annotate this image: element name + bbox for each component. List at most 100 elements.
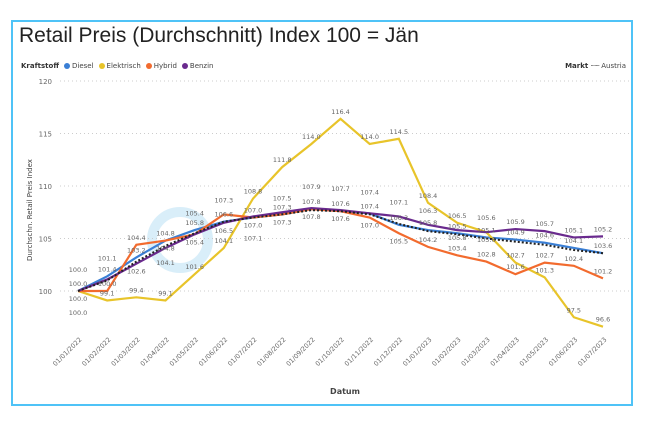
data-label: 101.3 bbox=[535, 266, 554, 274]
x-tick-label: 01/08/2022 bbox=[255, 336, 287, 368]
data-label: 105.8 bbox=[448, 234, 467, 242]
data-label: 108.8 bbox=[244, 188, 263, 196]
y-axis-title: Durchschn. Retail Preis Index bbox=[26, 159, 34, 261]
watermark-logo bbox=[147, 207, 213, 273]
data-label: 105.7 bbox=[535, 220, 554, 228]
data-label: 101.4 bbox=[98, 265, 117, 273]
diesel-dot-icon bbox=[63, 63, 70, 69]
data-label: 100.0 bbox=[69, 266, 88, 274]
data-label: 103.4 bbox=[448, 244, 467, 252]
data-label: 114.0 bbox=[360, 133, 379, 141]
data-label: 105.5 bbox=[390, 237, 409, 245]
data-label: 107.9 bbox=[302, 183, 321, 191]
y-tick-label: 100 bbox=[39, 288, 52, 296]
x-tick-label: 01/03/2023 bbox=[460, 336, 492, 368]
hybrid-dot-icon bbox=[145, 63, 152, 69]
data-label: 105.1 bbox=[565, 226, 584, 234]
data-label: 107.0 bbox=[244, 222, 263, 230]
data-label: 105.8 bbox=[185, 219, 204, 227]
data-label: 100.0 bbox=[69, 309, 88, 317]
data-label: 100.0 bbox=[98, 280, 117, 288]
series-line-elektrisch bbox=[77, 117, 604, 328]
data-label: 105.5 bbox=[448, 222, 467, 230]
data-label: 111.8 bbox=[273, 156, 292, 164]
x-tick-label: 01/10/2022 bbox=[314, 336, 346, 368]
data-label: 102.7 bbox=[535, 252, 554, 260]
data-label: 114.5 bbox=[390, 128, 409, 136]
data-label: 107.1 bbox=[244, 234, 263, 242]
data-label: 102.8 bbox=[477, 251, 496, 259]
x-tick-label: 01/09/2022 bbox=[285, 336, 317, 368]
data-label: 101.6 bbox=[185, 263, 204, 271]
data-label: 105.1 bbox=[477, 226, 496, 234]
x-tick-label: 01/07/2022 bbox=[226, 336, 258, 368]
data-label: 107.7 bbox=[331, 185, 350, 193]
data-label: 107.5 bbox=[273, 194, 292, 202]
data-label: 116.4 bbox=[331, 108, 350, 116]
x-tick-label: 01/02/2023 bbox=[430, 336, 462, 368]
y-tick-label: 105 bbox=[39, 236, 52, 244]
data-label: 105.4 bbox=[185, 209, 204, 217]
data-label: 99.4 bbox=[129, 286, 143, 294]
x-tick-label: 01/06/2023 bbox=[547, 336, 579, 368]
x-tick-label: 01/01/2022 bbox=[51, 336, 83, 368]
data-label: 99.1 bbox=[158, 289, 172, 297]
dotted-line-icon: ······· bbox=[590, 62, 600, 70]
legend-item-elektrisch[interactable]: Elektrisch bbox=[98, 62, 141, 70]
x-tick-label: 01/06/2022 bbox=[197, 336, 229, 368]
data-label: 97.5 bbox=[567, 306, 581, 314]
data-label: 105.9 bbox=[506, 218, 525, 226]
legend-item-diesel[interactable]: Diesel bbox=[63, 62, 94, 70]
legend-item-benzin[interactable]: Benzin bbox=[181, 62, 214, 70]
data-label: 104.9 bbox=[506, 229, 525, 237]
data-label: 105.6 bbox=[477, 236, 496, 244]
data-label: 106.5 bbox=[215, 227, 234, 235]
data-label: 104.1 bbox=[215, 237, 234, 245]
data-label: 108.4 bbox=[419, 192, 438, 200]
data-label: 102.6 bbox=[127, 268, 146, 276]
benzin-dot-icon bbox=[181, 63, 188, 69]
y-tick-label: 110 bbox=[39, 183, 52, 191]
data-label: 100.0 bbox=[69, 295, 88, 303]
x-tick-label: 01/04/2022 bbox=[139, 336, 171, 368]
data-label: 107.0 bbox=[360, 222, 379, 230]
data-label: 104.1 bbox=[156, 259, 175, 267]
data-label: 105.4 bbox=[185, 238, 204, 246]
legend-item-label: Hybrid bbox=[153, 62, 177, 70]
legend-item-hybrid[interactable]: Hybrid bbox=[145, 62, 177, 70]
data-label: 107.4 bbox=[360, 188, 379, 196]
data-label: 106.3 bbox=[390, 214, 409, 222]
data-label: 107.3 bbox=[215, 196, 234, 204]
data-label: 103.2 bbox=[127, 246, 146, 254]
data-label: 106.5 bbox=[448, 212, 467, 220]
x-tick-label: 01/02/2022 bbox=[80, 336, 112, 368]
x-tick-label: 01/11/2022 bbox=[343, 336, 375, 368]
data-label: 101.1 bbox=[98, 254, 117, 262]
markt-legend[interactable]: Markt ······· Austria bbox=[565, 62, 626, 70]
data-label: 105.8 bbox=[419, 219, 438, 227]
data-label: 107.3 bbox=[273, 218, 292, 226]
x-tick-label: 01/12/2022 bbox=[372, 336, 404, 368]
series-line-austria bbox=[77, 209, 604, 292]
data-label: 114.0 bbox=[302, 133, 321, 141]
data-label: 107.1 bbox=[390, 198, 409, 206]
data-label: 107.6 bbox=[331, 200, 350, 208]
data-label: 104.2 bbox=[419, 236, 438, 244]
series-line-benzin bbox=[77, 206, 604, 293]
data-label: 102.7 bbox=[506, 252, 525, 260]
data-label: 99.1 bbox=[100, 289, 114, 297]
x-tick-label: 01/05/2022 bbox=[168, 336, 200, 368]
markt-entry: Austria bbox=[601, 62, 626, 70]
x-tick-label: 01/05/2023 bbox=[518, 336, 550, 368]
y-tick-label: 120 bbox=[39, 78, 52, 86]
data-label: 96.6 bbox=[596, 316, 610, 324]
data-label: 104.8 bbox=[156, 245, 175, 253]
data-label: 104.4 bbox=[127, 234, 146, 242]
data-label: 102.4 bbox=[565, 255, 584, 263]
elektrisch-dot-icon bbox=[98, 63, 105, 69]
data-label: 101.6 bbox=[506, 263, 525, 271]
data-label: 106.6 bbox=[215, 211, 234, 219]
x-tick-label: 01/01/2023 bbox=[401, 336, 433, 368]
data-label: 107.4 bbox=[360, 202, 379, 210]
